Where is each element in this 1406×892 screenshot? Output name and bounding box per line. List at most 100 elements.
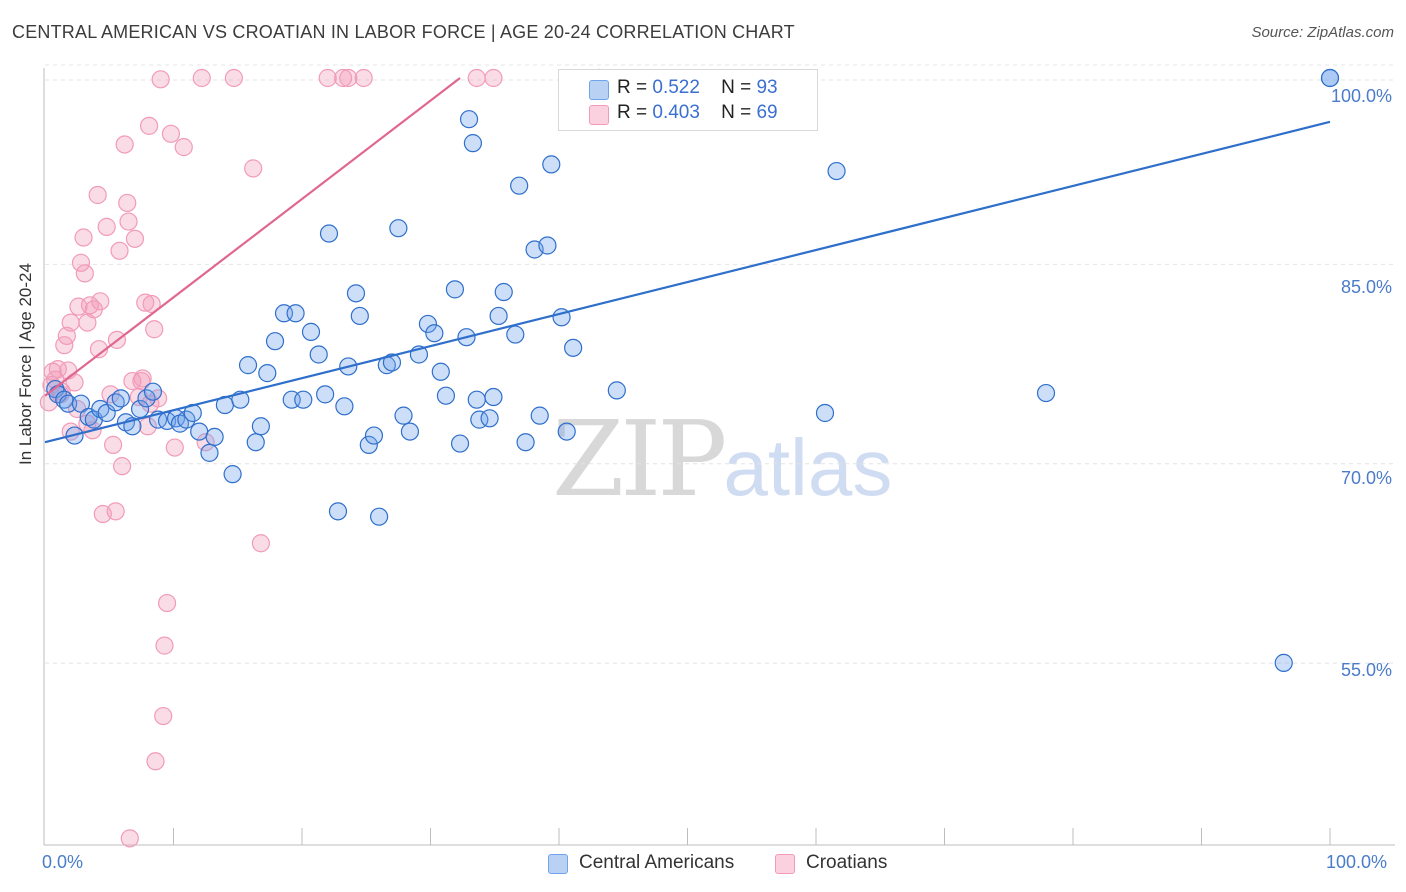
- croatian-point: [125, 229, 145, 248]
- croatian-point: [91, 292, 110, 311]
- central-american-point: [370, 507, 389, 526]
- croatian-point: [484, 68, 503, 88]
- bottom-legend-croatian: Croatians: [806, 852, 888, 873]
- x-tick-min: 0.0%: [42, 852, 84, 872]
- central-american-point: [251, 417, 270, 436]
- croatian-point: [318, 68, 337, 88]
- central-american-point: [1274, 653, 1293, 672]
- croatian-trend-line: [44, 77, 461, 397]
- croatian-point: [146, 752, 165, 771]
- croatian-swatch: [589, 105, 609, 125]
- croatian-point: [196, 433, 215, 452]
- central-american-point: [467, 390, 486, 409]
- r-label: R =: [617, 77, 648, 98]
- watermark-atlas: atlas: [723, 423, 893, 512]
- watermark: ZIPatlas: [552, 398, 892, 520]
- central-american-point: [265, 332, 285, 351]
- croatian-point: [75, 264, 94, 283]
- central-american-point: [335, 397, 354, 416]
- central-american-point: [516, 433, 535, 452]
- croatian-point: [334, 68, 353, 88]
- y-axis-label: In Labor Force | Age 20-24: [16, 263, 35, 465]
- central-american-point: [436, 386, 456, 405]
- central-american-point: [286, 304, 305, 323]
- croatian-point: [224, 68, 243, 88]
- central-n-value: 93: [756, 77, 778, 98]
- croatian-point: [165, 438, 184, 457]
- croatian-point: [110, 241, 129, 260]
- croatian-point: [157, 593, 177, 613]
- central-american-point: [223, 465, 242, 484]
- central-american-point: [400, 422, 420, 441]
- correlation-legend: R = 0.522 N = 93 R = 0.403 N = 69: [558, 69, 818, 131]
- central-american-point: [494, 282, 513, 302]
- central-american-point: [319, 224, 339, 243]
- croatian-points: [39, 68, 503, 848]
- croatian-r-value: 0.403: [652, 102, 700, 123]
- croatian-point: [467, 68, 486, 88]
- source-label: Source: ZipAtlas.com: [1251, 24, 1394, 41]
- central-american-point: [564, 338, 583, 357]
- croatian-point: [118, 193, 137, 213]
- central-american-point: [389, 219, 408, 238]
- y-tick-100: 100.0%: [1330, 86, 1392, 106]
- croatian-point: [120, 829, 139, 848]
- croatian-point: [251, 534, 270, 553]
- y-tick-85: 85.0%: [1340, 277, 1392, 297]
- croatian-point: [104, 435, 123, 454]
- central-american-point: [359, 435, 378, 454]
- central-r-value: 0.522: [652, 77, 700, 98]
- central-american-point: [394, 406, 413, 425]
- croatian-point: [61, 313, 80, 332]
- central-american-point: [309, 345, 328, 364]
- central-american-point: [350, 306, 369, 326]
- r-label: R =: [617, 102, 648, 123]
- central-american-point: [200, 443, 219, 462]
- central-american-point: [364, 426, 384, 445]
- central-american-point: [246, 433, 265, 452]
- central-american-point: [450, 434, 470, 453]
- croatian-point: [142, 294, 161, 314]
- croatian-point: [97, 217, 116, 236]
- croatian-point: [145, 320, 164, 339]
- trend-lines: [44, 77, 1331, 444]
- croatian-point: [354, 68, 373, 88]
- central-american-trend-line: [44, 120, 1331, 444]
- central-american-point: [59, 394, 78, 413]
- croatian-point: [161, 124, 181, 143]
- central-american-point: [238, 356, 258, 375]
- central-american-point: [1036, 383, 1056, 403]
- central-american-point: [205, 427, 224, 447]
- croatian-point: [69, 297, 88, 316]
- central-american-point: [445, 280, 465, 299]
- croatian-point: [192, 68, 211, 88]
- central-american-point: [480, 409, 499, 428]
- chart-title: CENTRAL AMERICAN VS CROATIAN IN LABOR FO…: [12, 22, 795, 42]
- legend-row-croatian: R = 0.403 N = 69: [617, 102, 778, 124]
- central-american-point: [294, 390, 313, 409]
- croatian-point: [154, 706, 173, 726]
- x-tick-max: 100.0%: [1326, 852, 1388, 872]
- y-tick-55: 55.0%: [1340, 660, 1392, 680]
- central-american-point: [557, 422, 576, 441]
- central-american-point: [425, 324, 444, 343]
- central-american-point: [301, 322, 321, 341]
- croatian-point: [74, 228, 93, 247]
- central-american-point: [143, 382, 163, 401]
- watermark-zip: ZIP: [552, 398, 727, 520]
- croatian-point: [71, 253, 91, 272]
- central-american-point: [111, 389, 130, 408]
- central-american-point: [328, 502, 348, 521]
- n-label: N =: [721, 77, 752, 98]
- croatian-point: [119, 212, 138, 231]
- croatian-n-value: 69: [756, 102, 778, 123]
- croatian-point: [115, 135, 134, 154]
- bottom-legend-central: Central Americans: [579, 852, 735, 873]
- croatian-point: [244, 159, 263, 178]
- croatian-point: [155, 636, 174, 655]
- central-american-point: [510, 176, 529, 195]
- central-american-point: [484, 387, 503, 407]
- central-american-point: [190, 422, 209, 441]
- croatian-point: [138, 417, 157, 436]
